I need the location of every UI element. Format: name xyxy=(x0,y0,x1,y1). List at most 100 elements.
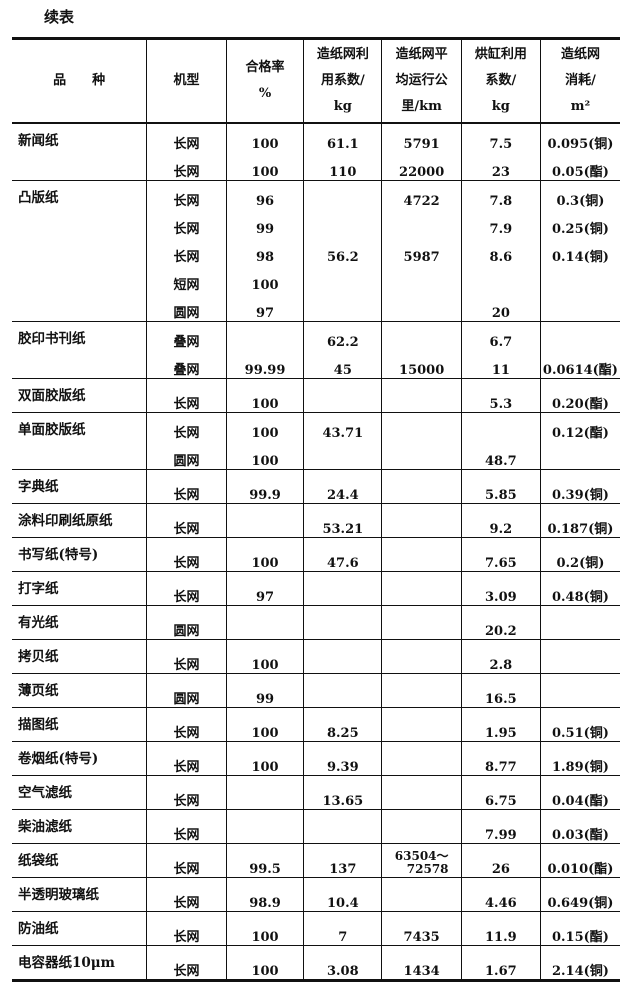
cell-variety: 卷烟纸(特号) xyxy=(12,741,147,776)
table-row: 书写纸(特号) 长网 100 47.6 7.65 0.2(铜) xyxy=(12,537,620,572)
cell-machine-type: 长网 xyxy=(146,237,227,265)
cell-variety: 空气滤纸 xyxy=(12,775,147,810)
cell-wire-mileage xyxy=(381,877,462,912)
cell-dryer-utilization: 8.6 xyxy=(460,237,541,265)
header-variety: 品 种 xyxy=(12,38,147,124)
cell-variety: 电容器纸10μm xyxy=(12,945,147,981)
cell-pass-rate: 100 xyxy=(225,741,304,776)
header-pass-rate: 合格率 % xyxy=(225,38,304,124)
cell-variety: 防油纸 xyxy=(12,911,147,946)
cell-variety: 凸版纸 xyxy=(12,180,147,322)
cell-wire-utilization xyxy=(303,265,382,293)
cell-wire-mileage xyxy=(381,503,462,538)
cell-dryer-utilization xyxy=(460,412,541,441)
cell-pass-rate: 99 xyxy=(225,673,304,708)
cell-pass-rate xyxy=(225,809,304,844)
cell-wire-consumption: 0.04(酯) xyxy=(539,775,620,810)
cell-wire-mileage xyxy=(381,605,462,640)
cell-wire-utilization: 43.71 xyxy=(303,412,382,441)
cell-machine-type: 长网 xyxy=(146,945,227,981)
cell-wire-utilization xyxy=(303,209,382,237)
cell-wire-utilization: 110 xyxy=(303,152,382,181)
cell-wire-mileage xyxy=(381,378,462,413)
cell-wire-consumption: 0.187(铜) xyxy=(539,503,620,538)
cell-pass-rate: 100 xyxy=(225,707,304,742)
cell-wire-utilization: 62.2 xyxy=(303,321,382,350)
table-row: 长网 99 7.9 0.25(铜) xyxy=(12,209,620,237)
cell-pass-rate: 100 xyxy=(225,152,304,181)
cell-wire-consumption xyxy=(539,441,620,470)
header-wire-utilization: 造纸网利 用系数/ kg xyxy=(303,38,382,124)
cell-variety: 拷贝纸 xyxy=(12,639,147,674)
cell-dryer-utilization: 9.2 xyxy=(460,503,541,538)
cell-pass-rate: 100 xyxy=(225,441,304,470)
cell-wire-mileage: 22000 xyxy=(381,152,462,181)
cell-wire-consumption: 0.12(酯) xyxy=(539,412,620,441)
cell-machine-type: 长网 xyxy=(146,843,227,878)
cell-wire-mileage xyxy=(381,809,462,844)
table-row: 纸袋纸 长网 99.5 137 63504～ 72578 26 0.010(酯) xyxy=(12,843,620,878)
cell-machine-type: 圆网 xyxy=(146,605,227,640)
cell-variety: 打字纸 xyxy=(12,571,147,606)
cell-dryer-utilization: 7.99 xyxy=(460,809,541,844)
cell-pass-rate: 100 xyxy=(225,911,304,946)
cell-wire-mileage xyxy=(381,639,462,674)
table-row: 叠网 99.99 45 15000 11 0.0614(酯) xyxy=(12,350,620,379)
cell-variety: 涂料印刷纸原纸 xyxy=(12,503,147,538)
cell-machine-type: 圆网 xyxy=(146,293,227,322)
cell-wire-utilization: 9.39 xyxy=(303,741,382,776)
table-row: 长网 100 110 22000 23 0.05(酯) xyxy=(12,152,620,181)
cell-wire-consumption: 0.010(酯) xyxy=(539,843,620,878)
cell-variety: 柴油滤纸 xyxy=(12,809,147,844)
cell-wire-mileage xyxy=(381,673,462,708)
cell-wire-consumption xyxy=(539,321,620,350)
cell-dryer-utilization: 6.75 xyxy=(460,775,541,810)
cell-wire-consumption: 0.2(铜) xyxy=(539,537,620,572)
cell-wire-consumption xyxy=(539,293,620,322)
cell-dryer-utilization: 8.77 xyxy=(460,741,541,776)
cell-pass-rate: 100 xyxy=(225,123,304,152)
cell-wire-utilization: 53.21 xyxy=(303,503,382,538)
cell-wire-utilization xyxy=(303,441,382,470)
cell-wire-utilization: 7 xyxy=(303,911,382,946)
cell-pass-rate: 98.9 xyxy=(225,877,304,912)
cell-dryer-utilization: 5.3 xyxy=(460,378,541,413)
table-row: 双面胶版纸 长网 100 5.3 0.20(酯) xyxy=(12,378,620,413)
cell-machine-type: 长网 xyxy=(146,123,227,152)
cell-wire-mileage: 15000 xyxy=(381,350,462,379)
table-row: 打字纸 长网 97 3.09 0.48(铜) xyxy=(12,571,620,606)
cell-dryer-utilization: 23 xyxy=(460,152,541,181)
cell-pass-rate xyxy=(225,605,304,640)
cell-machine-type: 长网 xyxy=(146,741,227,776)
cell-pass-rate: 99.5 xyxy=(225,843,304,878)
cell-dryer-utilization: 3.09 xyxy=(460,571,541,606)
cell-wire-mileage: 1434 xyxy=(381,945,462,981)
cell-wire-mileage xyxy=(381,741,462,776)
cell-pass-rate: 97 xyxy=(225,571,304,606)
cell-pass-rate: 97 xyxy=(225,293,304,322)
cell-variety: 单面胶版纸 xyxy=(12,412,147,470)
cell-machine-type: 长网 xyxy=(146,571,227,606)
range-value: 63504～ 72578 xyxy=(394,849,449,876)
cell-pass-rate: 100 xyxy=(225,537,304,572)
cell-pass-rate: 100 xyxy=(225,639,304,674)
cell-wire-utilization: 24.4 xyxy=(303,469,382,504)
cell-pass-rate: 100 xyxy=(225,265,304,293)
cell-variety: 胶印书刊纸 xyxy=(12,321,147,379)
cell-wire-consumption: 0.25(铜) xyxy=(539,209,620,237)
cell-machine-type: 长网 xyxy=(146,152,227,181)
cell-dryer-utilization: 1.67 xyxy=(460,945,541,981)
cell-machine-type: 长网 xyxy=(146,469,227,504)
cell-wire-consumption: 2.14(铜) xyxy=(539,945,620,981)
table-row: 柴油滤纸 长网 7.99 0.03(酯) xyxy=(12,809,620,844)
cell-pass-rate: 99 xyxy=(225,209,304,237)
cell-dryer-utilization: 1.95 xyxy=(460,707,541,742)
cell-dryer-utilization xyxy=(460,265,541,293)
cell-dryer-utilization: 26 xyxy=(460,843,541,878)
cell-dryer-utilization: 20.2 xyxy=(460,605,541,640)
cell-wire-consumption: 0.15(酯) xyxy=(539,911,620,946)
cell-wire-mileage xyxy=(381,209,462,237)
cell-dryer-utilization: 2.8 xyxy=(460,639,541,674)
cell-machine-type: 长网 xyxy=(146,877,227,912)
cell-machine-type: 长网 xyxy=(146,209,227,237)
